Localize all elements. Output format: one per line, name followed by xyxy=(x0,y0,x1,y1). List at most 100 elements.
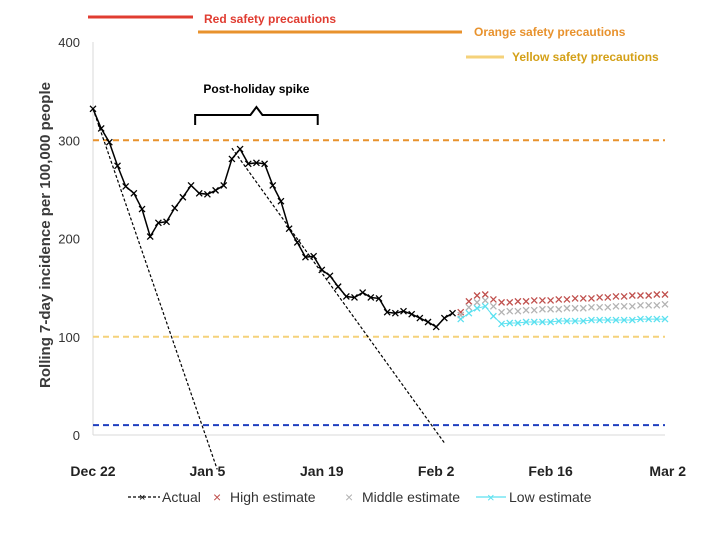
point-2-18 xyxy=(604,303,612,311)
point-0-37 xyxy=(391,309,399,317)
point-3-16 xyxy=(587,316,595,324)
point-3-18 xyxy=(604,316,612,324)
point-0-10 xyxy=(171,204,179,212)
point-0-12 xyxy=(187,181,195,189)
point-0-8 xyxy=(154,219,162,227)
point-0-40 xyxy=(416,314,424,322)
point-0-14 xyxy=(203,190,211,198)
point-0-33 xyxy=(359,289,367,296)
point-0-39 xyxy=(408,310,416,318)
point-0-26 xyxy=(301,253,309,261)
band-yellow-label: Yellow safety precautions xyxy=(512,50,659,64)
point-0-42 xyxy=(432,323,440,331)
point-2-8 xyxy=(522,306,530,314)
point-3-13 xyxy=(563,317,571,325)
point-0-36 xyxy=(383,308,391,316)
point-1-1 xyxy=(465,297,473,305)
point-3-5 xyxy=(498,320,506,328)
legend-item-actual: × Actual xyxy=(128,489,201,505)
point-2-12 xyxy=(555,305,563,313)
legend-middle-label: Middle estimate xyxy=(362,489,460,505)
point-0-31 xyxy=(342,293,350,300)
y-tick-labels: 0 100 200 300 400 xyxy=(58,35,80,443)
point-2-23 xyxy=(645,301,653,309)
point-1-19 xyxy=(612,293,620,300)
x-tick-4: Feb 16 xyxy=(528,463,573,479)
point-0-15 xyxy=(212,186,220,194)
point-2-25 xyxy=(661,300,669,308)
point-0-38 xyxy=(400,307,407,315)
point-3-23 xyxy=(645,315,653,323)
point-2-24 xyxy=(653,301,661,309)
band-orange-label: Orange safety precautions xyxy=(474,25,626,39)
legend-item-low: × Low estimate xyxy=(476,489,592,505)
point-0-17 xyxy=(228,155,236,163)
series-line-actual xyxy=(92,108,453,328)
legend-low-label: Low estimate xyxy=(509,489,592,505)
point-3-4 xyxy=(489,312,497,320)
point-2-17 xyxy=(596,303,604,311)
point-0-0 xyxy=(89,105,97,113)
point-1-23 xyxy=(645,292,653,299)
point-1-6 xyxy=(506,298,514,306)
point-1-17 xyxy=(596,293,604,301)
point-0-7 xyxy=(146,233,154,240)
point-3-22 xyxy=(637,315,644,323)
x-tick-5: Mar 2 xyxy=(649,463,686,479)
point-1-10 xyxy=(538,296,546,304)
series-actual xyxy=(89,105,457,331)
point-1-13 xyxy=(563,295,571,303)
point-3-8 xyxy=(522,318,530,326)
point-0-6 xyxy=(138,205,146,213)
point-2-11 xyxy=(547,305,555,313)
point-1-25 xyxy=(661,291,669,298)
x-tick-1: Jan 5 xyxy=(189,463,225,479)
point-2-13 xyxy=(563,304,571,312)
point-2-5 xyxy=(498,308,506,316)
point-0-1 xyxy=(97,125,105,132)
point-1-11 xyxy=(547,296,555,304)
point-0-13 xyxy=(195,189,203,197)
point-0-24 xyxy=(285,225,293,233)
point-3-0 xyxy=(457,315,465,323)
annotation-brace xyxy=(194,105,319,125)
y-tick-0: 0 xyxy=(73,428,80,443)
point-1-24 xyxy=(653,291,661,298)
point-0-27 xyxy=(310,252,318,260)
legend-item-middle: × Middle estimate xyxy=(345,489,460,505)
point-1-0 xyxy=(457,308,465,316)
point-0-2 xyxy=(105,138,113,146)
point-2-2 xyxy=(473,298,481,306)
point-3-25 xyxy=(661,315,669,323)
y-tick-200: 200 xyxy=(58,232,80,247)
threshold-lines xyxy=(93,139,665,427)
point-0-11 xyxy=(179,193,187,201)
point-1-5 xyxy=(498,298,506,306)
point-0-3 xyxy=(114,162,121,170)
legend: × Actual × High estimate × Middle estima… xyxy=(128,489,592,505)
point-0-44 xyxy=(449,309,457,317)
point-2-4 xyxy=(489,302,497,310)
precaution-bands: Red safety precautions Orange safety pre… xyxy=(88,12,659,64)
legend-actual-label: Actual xyxy=(162,489,201,505)
point-0-23 xyxy=(277,197,285,205)
series-middle-estimate xyxy=(457,296,669,319)
point-0-22 xyxy=(269,181,277,189)
x-tick-3: Feb 2 xyxy=(418,463,455,479)
point-3-24 xyxy=(653,315,661,323)
point-1-20 xyxy=(620,293,628,300)
legend-middle-marker: × xyxy=(345,489,353,505)
point-1-7 xyxy=(514,297,522,305)
point-3-15 xyxy=(579,317,587,325)
point-3-10 xyxy=(538,318,546,326)
trendlines xyxy=(92,108,445,470)
annotation-label: Post-holiday spike xyxy=(203,82,309,96)
point-1-16 xyxy=(587,294,595,302)
point-1-9 xyxy=(530,296,538,304)
point-0-20 xyxy=(252,159,260,167)
point-0-32 xyxy=(351,293,358,301)
point-2-20 xyxy=(620,302,628,310)
point-0-30 xyxy=(334,283,342,291)
point-1-3 xyxy=(481,291,489,298)
